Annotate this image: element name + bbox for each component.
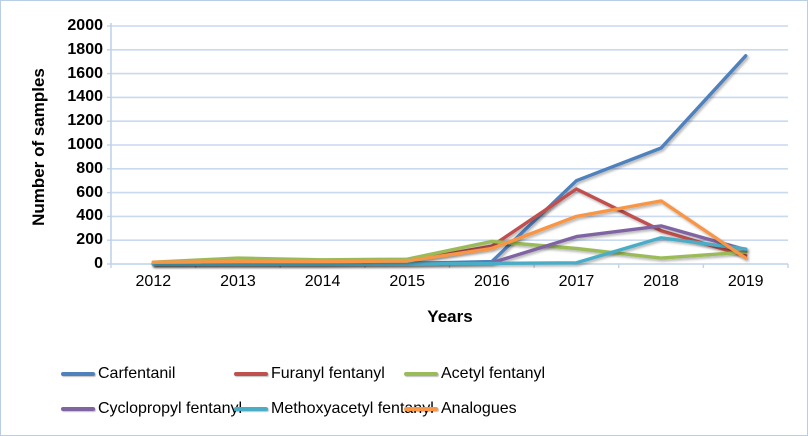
y-tick-label: 1200 (67, 112, 103, 130)
legend-marker-analogues (404, 407, 438, 411)
legend-item-cyclopropyl-fentanyl: Cyclopropyl fentanyl (61, 400, 242, 418)
x-tick-label: 2014 (304, 273, 341, 290)
legend-label: Methoxyacetyl fentanyl (271, 400, 434, 417)
y-tick-label: 1800 (67, 40, 103, 58)
series-line-analogues (151, 199, 748, 264)
series-lines (151, 54, 748, 266)
y-tick-label: 200 (76, 231, 103, 249)
x-tick-label: 2019 (727, 273, 764, 290)
gridlines (111, 25, 788, 241)
legend-item-acetyl-fentanyl: Acetyl fentanyl (404, 365, 545, 383)
legend-label: Acetyl fentanyl (441, 365, 546, 382)
x-tick-label: 2013 (220, 273, 256, 290)
legend-marker-methoxyacetyl-fentanyl (234, 407, 268, 411)
y-tick-label: 600 (76, 183, 103, 201)
series-line-carfentanil (151, 54, 748, 266)
series-line-methoxyacetyl-fentanyl (151, 236, 748, 266)
x-tick-label: 2018 (643, 273, 679, 290)
x-axis-title: Years (427, 307, 473, 326)
x-tick-label: 2012 (135, 273, 172, 290)
legend-label: Carfentanil (98, 365, 176, 382)
legend-marker-cyclopropyl-fentanyl (61, 407, 95, 411)
y-tick-label: 800 (76, 159, 103, 177)
x-tick-label: 2016 (474, 273, 510, 290)
y-tick-label: 0 (94, 255, 103, 272)
legend-item-methoxyacetyl-fentanyl: Methoxyacetyl fentanyl (234, 400, 434, 418)
legend-label: Analogues (441, 400, 517, 417)
legend-label: Furanyl fentanyl (271, 365, 385, 382)
legend-label: Cyclopropyl fentanyl (98, 400, 243, 417)
y-tick-label: 1400 (67, 88, 103, 106)
legend-marker-furanyl-fentanyl (234, 372, 268, 376)
y-tick-label: 1600 (67, 64, 103, 82)
y-tick-label: 1000 (67, 136, 103, 153)
legend-marker-carfentanil (61, 372, 95, 376)
y-tick-label: 400 (76, 207, 103, 225)
x-tick-label: 2015 (389, 273, 425, 290)
legend-item-analogues: Analogues (404, 400, 517, 418)
legend-item-furanyl-fentanyl: Furanyl fentanyl (234, 365, 385, 383)
series-line-acetyl-fentanyl (151, 239, 748, 264)
legend-marker-acetyl-fentanyl (404, 372, 438, 376)
legend-item-carfentanil: Carfentanil (61, 365, 175, 383)
x-tick-label: 2017 (558, 273, 595, 290)
y-tick-label: 2000 (67, 17, 103, 34)
